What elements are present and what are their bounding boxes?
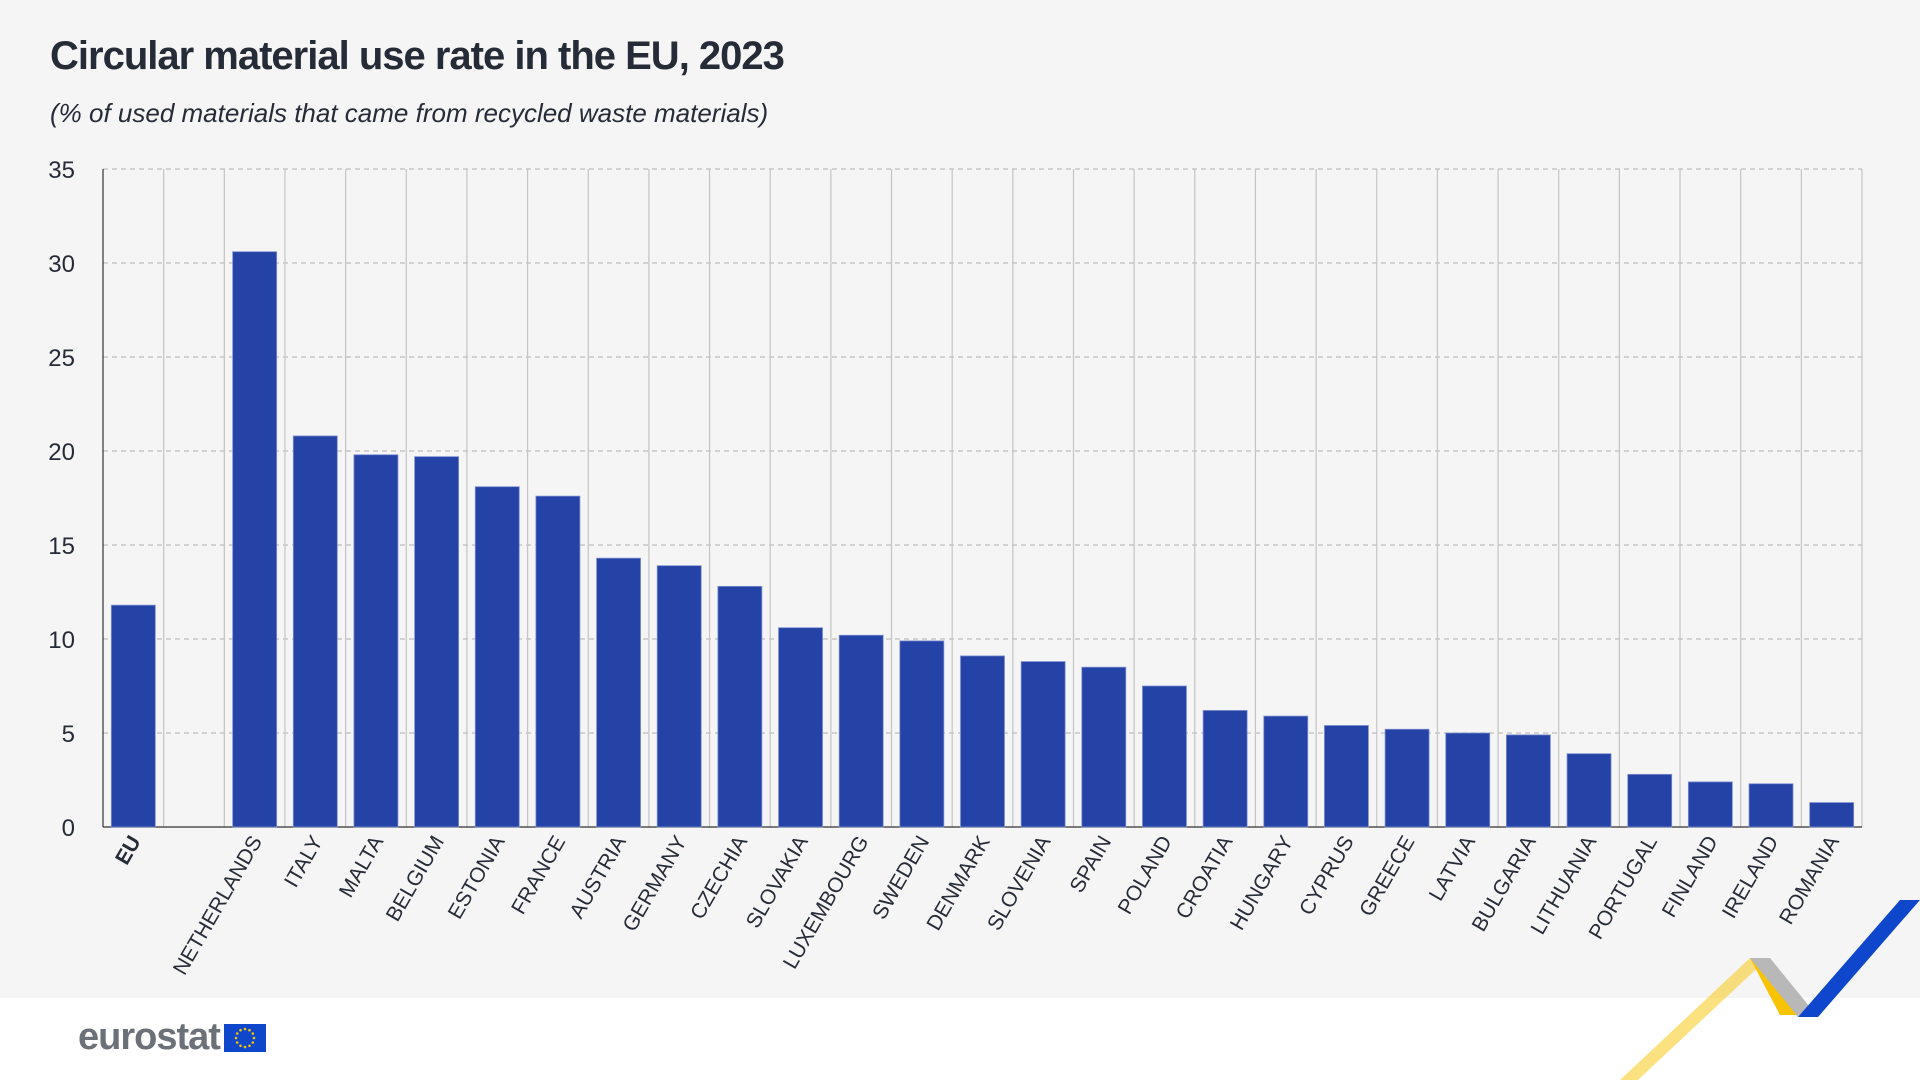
bar-slovakia xyxy=(778,627,823,828)
bar-poland xyxy=(1142,685,1187,828)
x-tick-label: SPAIN xyxy=(1065,832,1116,897)
x-tick-label: GERMANY xyxy=(619,832,692,935)
x-tick-label: BELGIUM xyxy=(382,832,449,925)
x-tick-label: SLOVAKIA xyxy=(742,832,813,932)
y-tick-label: 30 xyxy=(48,251,75,278)
bar-netherlands xyxy=(232,251,278,828)
logo-text: eurostat xyxy=(78,1016,221,1058)
bar-cyprus xyxy=(1324,725,1369,828)
bar-finland xyxy=(1687,781,1733,828)
bar-lithuania xyxy=(1566,753,1612,828)
x-tick-label: ITALY xyxy=(280,832,328,891)
y-tick-label: 10 xyxy=(48,627,75,654)
x-tick-label: POLAND xyxy=(1114,832,1177,918)
eu-flag-icon xyxy=(223,1023,266,1052)
bar-estonia xyxy=(474,486,520,828)
y-tick-label: 35 xyxy=(48,157,75,184)
y-tick-label: 25 xyxy=(48,345,75,372)
bar-germany xyxy=(656,565,702,828)
bar-ireland xyxy=(1748,783,1794,828)
bar-luxembourg xyxy=(838,634,884,828)
x-tick-label: EU xyxy=(111,832,146,869)
x-tick-label: HUNGARY xyxy=(1226,832,1298,934)
eurostat-logo: eurostat xyxy=(78,1016,266,1059)
bar-malta xyxy=(353,454,399,828)
y-tick-label: 0 xyxy=(62,815,75,842)
bar-france xyxy=(535,495,581,828)
bar-denmark xyxy=(960,655,1005,828)
bar-latvia xyxy=(1445,732,1491,828)
bar-hungary xyxy=(1263,715,1309,828)
x-tick-label: SWEDEN xyxy=(868,832,934,923)
chart-title: Circular material use rate in the EU, 20… xyxy=(50,34,785,78)
bar-portugal xyxy=(1627,773,1673,828)
y-tick-label: 20 xyxy=(48,439,75,466)
x-tick-label: AUSTRIA xyxy=(565,832,630,922)
x-tick-label: ESTONIA xyxy=(444,832,510,923)
x-tick-label: CROATIA xyxy=(1172,832,1238,923)
x-tick-label: CZECHIA xyxy=(686,832,752,923)
x-tick-label: NETHERLANDS xyxy=(169,832,267,979)
bar-bulgaria xyxy=(1505,734,1551,828)
decorative-ribbon-icon xyxy=(1620,900,1920,1080)
y-tick-label: 15 xyxy=(48,533,75,560)
bar-greece xyxy=(1384,728,1430,828)
x-tick-label: MALTA xyxy=(335,832,388,901)
bar-spain xyxy=(1081,666,1127,828)
x-tick-label: SLOVENIA xyxy=(983,832,1055,934)
x-tick-label: CYPRUS xyxy=(1295,832,1359,919)
y-tick-label: 5 xyxy=(62,721,75,748)
chart-subtitle: (% of used materials that came from recy… xyxy=(50,98,769,128)
x-tick-label: FRANCE xyxy=(507,832,570,918)
x-tick-label: LATVIA xyxy=(1425,832,1480,905)
bar-belgium xyxy=(414,456,460,828)
bar-romania xyxy=(1809,802,1855,828)
x-tick-label: DENMARK xyxy=(922,832,994,934)
bar-croatia xyxy=(1202,710,1248,828)
bar-italy xyxy=(292,435,338,828)
bar-austria xyxy=(596,557,641,828)
x-tick-label: GREECE xyxy=(1355,832,1419,920)
bar-eu xyxy=(110,604,156,828)
bar-slovenia xyxy=(1020,661,1066,828)
bar-sweden xyxy=(899,640,945,828)
bar-czechia xyxy=(717,585,763,828)
